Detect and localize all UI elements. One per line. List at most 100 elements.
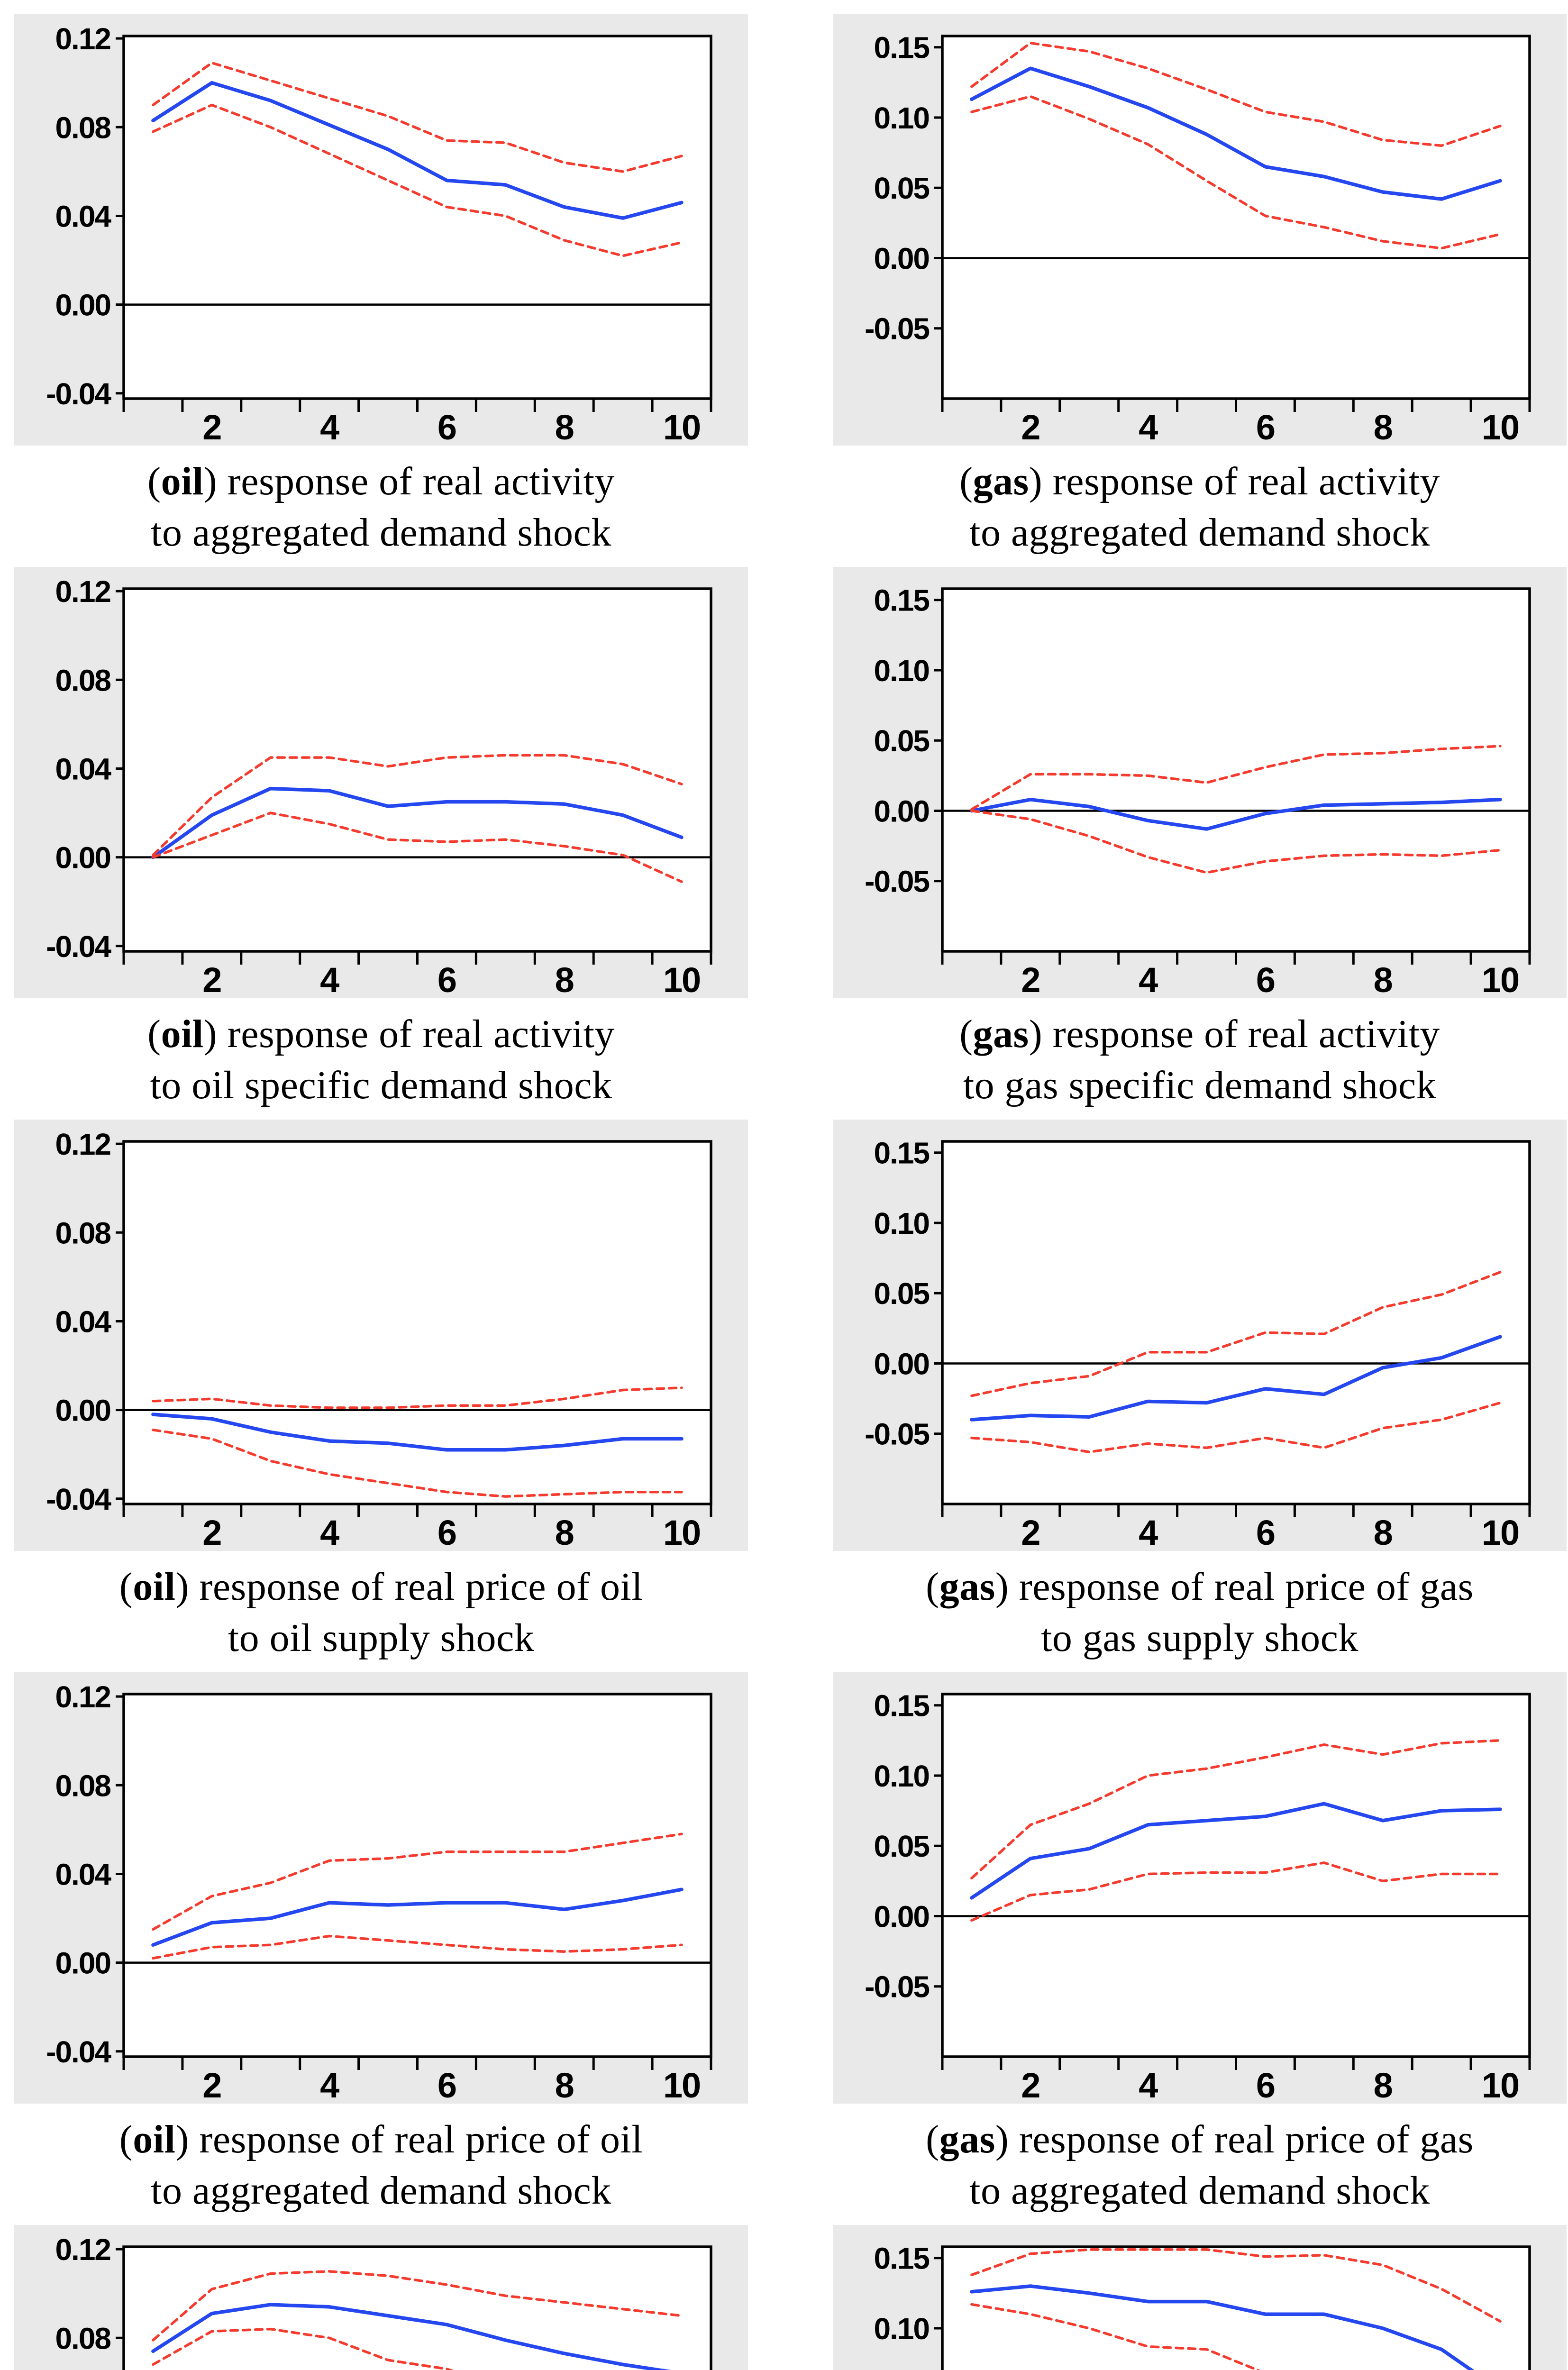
y-tick-label: 0.04 (55, 752, 111, 786)
x-tick-label: 2 (202, 1513, 221, 1551)
x-tick-label: 6 (1256, 2066, 1275, 2104)
caption-line1: (gas) response of real price of gas (926, 2117, 1474, 2161)
y-tick-label: 0.10 (874, 1759, 929, 1793)
x-tick-label: 10 (1482, 960, 1519, 998)
chart-panel: 0.15 0.10 0.05 0.00 -0.05 2 4 6 8 10 (833, 1672, 1567, 2104)
y-tick-label: 0.05 (874, 724, 929, 758)
panel-caption: (gas) response of real activity to gas s… (833, 1009, 1567, 1111)
y-tick-label: 0.10 (874, 1206, 929, 1240)
y-tick-label: 0.00 (55, 288, 110, 322)
y-tick-label: 0.12 (55, 22, 110, 56)
series-ci-upper (152, 61, 683, 173)
series-ci-upper (152, 2270, 683, 2342)
y-tick-label: 0.12 (55, 2233, 110, 2267)
y-tick-label: 0.08 (55, 663, 110, 697)
caption-line1: (oil) response of real price of oil (119, 2117, 643, 2161)
caption-line2: to aggregated demand shock (969, 2169, 1430, 2213)
y-tick-label: 0.08 (55, 110, 110, 145)
series-response (970, 1802, 1502, 1900)
chart-canvas: 0.15 0.10 0.05 0.00 -0.05 2 4 6 8 10 (833, 1672, 1567, 2104)
caption-line2: to oil supply shock (228, 1616, 535, 1660)
y-tick-label: -0.05 (865, 865, 929, 899)
y-tick-label: -0.04 (46, 1482, 111, 1516)
panel-caption: (oil) response of real activity to oil s… (14, 1009, 748, 1111)
y-tick-label: 0.05 (874, 171, 929, 205)
y-tick-label: 0.00 (55, 1394, 110, 1428)
caption-line2: to gas specific demand shock (963, 1063, 1437, 1107)
chart-panel: 0.15 0.10 0.05 0.00 -0.05 2 4 6 8 10 (833, 14, 1567, 446)
chart-canvas: 0.15 0.10 0.05 0.00 -0.05 2 4 6 8 10 (833, 567, 1567, 998)
y-tick-label: 0.12 (55, 1680, 110, 1714)
series-ci-lower (970, 1401, 1502, 1454)
y-axis: 0.12 0.08 0.04 0.00 -0.04 (46, 22, 124, 411)
plot-area (942, 1694, 1530, 2057)
y-tick-label: 0.04 (55, 1857, 111, 1891)
x-tick-label: 6 (438, 1513, 456, 1551)
x-tick-label: 8 (555, 2066, 574, 2104)
y-axis: 0.15 0.10 0.05 0.00 -0.05 (865, 31, 942, 346)
series-ci-upper (152, 754, 683, 857)
series-ci-lower (970, 809, 1502, 874)
x-tick-label: 2 (202, 2066, 221, 2104)
x-axis: 2 4 6 8 10 (941, 399, 1531, 446)
x-tick-label: 8 (1374, 1513, 1392, 1551)
x-tick-label: 4 (320, 2066, 339, 2104)
chart-panel: 0.15 0.10 0.05 0.00 -0.05 2 4 6 8 10 (833, 1120, 1567, 1551)
x-axis: 2 4 6 8 10 (941, 1504, 1531, 1551)
plot-border (941, 587, 1531, 953)
y-tick-label: -0.04 (46, 2035, 111, 2069)
plot-area (942, 1141, 1530, 1504)
series-ci-lower (152, 811, 683, 883)
y-axis: 0.12 0.08 0.04 0.00 -0.04 (46, 1127, 124, 1516)
y-tick-label: 0.08 (55, 2321, 110, 2355)
y-axis: 0.12 0.08 0.04 0.00 -0.04 (46, 1680, 124, 2069)
series-response (970, 798, 1502, 831)
y-tick-label: 0.00 (55, 1946, 110, 1980)
x-axis: 2 4 6 8 10 (122, 399, 712, 446)
y-tick-label: 0.10 (874, 101, 929, 135)
series-response (151, 1887, 684, 1947)
x-tick-label: 6 (438, 2066, 456, 2104)
x-tick-label: 6 (1256, 960, 1275, 998)
y-tick-label: 0.00 (874, 241, 929, 275)
panel-caption: (oil) response of real price of oil to a… (14, 2114, 748, 2216)
x-tick-label: 2 (1021, 1513, 1039, 1551)
y-tick-label: 0.15 (874, 1689, 929, 1723)
x-tick-label: 6 (438, 408, 456, 446)
irf-panel-gas-activity-gas-specific-demand: 0.15 0.10 0.05 0.00 -0.05 2 4 6 8 10 (gas) respon… (833, 567, 1567, 1120)
x-axis: 2 4 6 8 10 (941, 951, 1531, 998)
plot-border (941, 35, 1531, 400)
x-tick-label: 6 (1256, 408, 1275, 446)
caption-line2: to aggregated demand shock (151, 510, 611, 555)
x-tick-label: 4 (1139, 2066, 1158, 2104)
panel-caption: (gas) response of real price of gas to g… (833, 1561, 1567, 1664)
irf-panel-gas-price-gas-supply: 0.15 0.10 0.05 0.00 -0.05 2 4 6 8 10 (gas) respon… (833, 1120, 1567, 1672)
series-response (151, 2303, 671, 2370)
x-tick-label: 2 (1021, 960, 1039, 998)
x-tick-label: 8 (1374, 408, 1392, 446)
y-tick-label: -0.04 (46, 930, 111, 964)
series-ci-upper (152, 1832, 683, 1931)
series-ci-lower (970, 95, 1502, 250)
y-tick-label: 0.00 (55, 841, 110, 875)
y-axis: 0.15 0.10 0.05 0.00 -0.05 (865, 1689, 942, 2004)
x-tick-label: 4 (320, 960, 339, 998)
x-tick-label: 8 (1374, 960, 1392, 998)
plot-area (124, 589, 711, 951)
y-tick-label: -0.05 (865, 1417, 929, 1451)
series-response (151, 81, 684, 220)
x-tick-label: 10 (663, 960, 700, 998)
series-response (970, 1335, 1502, 1422)
series-ci-lower (970, 2303, 1261, 2370)
caption-line2: to gas supply shock (1041, 1616, 1358, 1660)
plot-border (122, 587, 712, 953)
y-tick-label: 0.12 (55, 574, 110, 609)
series-response (151, 1413, 684, 1452)
